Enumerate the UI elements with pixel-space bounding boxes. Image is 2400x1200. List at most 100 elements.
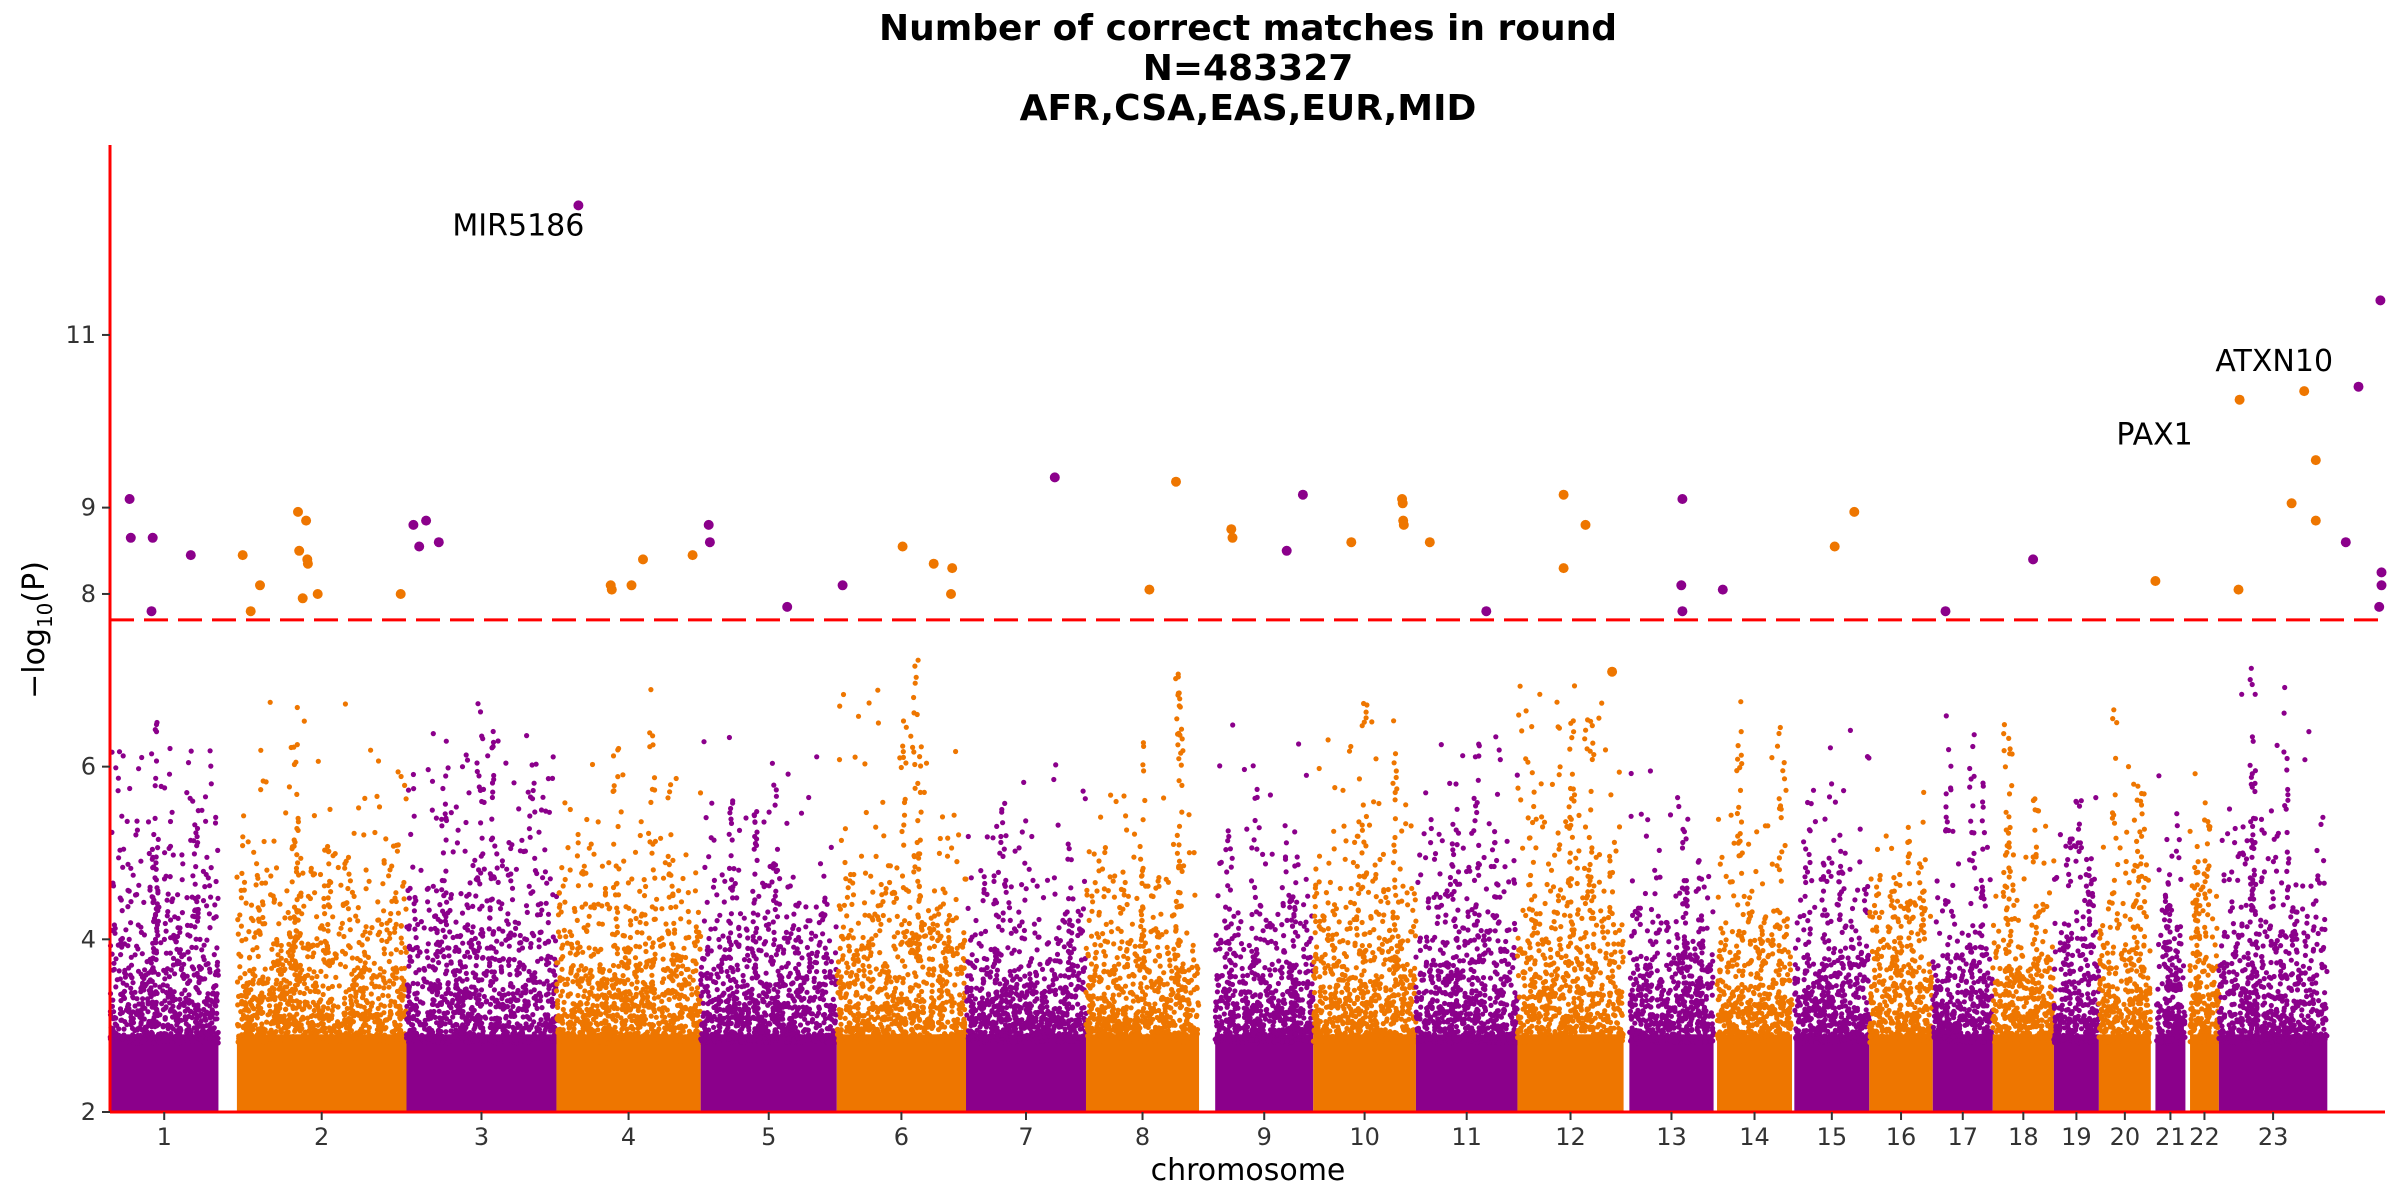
data-point	[794, 975, 800, 982]
data-point	[410, 864, 416, 870]
data-point	[804, 976, 810, 982]
data-point	[641, 877, 647, 883]
data-point	[562, 876, 568, 883]
data-point	[902, 963, 908, 969]
data-point	[651, 1037, 658, 1043]
data-point	[698, 993, 704, 999]
data-point	[203, 818, 209, 824]
data-point	[298, 855, 304, 861]
data-point	[495, 879, 501, 886]
data-point	[149, 978, 155, 985]
data-point	[382, 1026, 388, 1032]
data-point	[508, 930, 514, 936]
data-point	[614, 905, 620, 911]
data-point	[166, 771, 173, 777]
data-point	[140, 996, 146, 1002]
data-point	[118, 952, 124, 958]
data-point	[443, 738, 449, 744]
data-point	[149, 1024, 155, 1030]
data-point	[212, 902, 218, 908]
data-point	[809, 1019, 815, 1025]
data-point	[401, 965, 408, 971]
data-point	[167, 987, 173, 993]
data-point	[666, 871, 672, 877]
data-point	[660, 956, 666, 962]
data-point	[711, 1024, 717, 1030]
data-point	[119, 908, 125, 914]
data-point	[780, 950, 787, 956]
data-point	[533, 761, 539, 767]
data-point	[405, 787, 412, 793]
data-point	[375, 899, 381, 905]
data-point	[646, 830, 652, 837]
data-point	[581, 993, 587, 1000]
data-point	[806, 794, 812, 801]
data-point	[621, 963, 627, 969]
data-point	[246, 955, 253, 961]
data-point	[769, 760, 776, 766]
data-point	[444, 962, 450, 968]
data-point	[406, 984, 412, 990]
data-point	[753, 842, 760, 849]
data-point	[651, 995, 658, 1001]
data-point	[691, 1020, 697, 1026]
data-point	[639, 911, 645, 917]
data-point	[355, 918, 361, 924]
data-point	[186, 992, 192, 998]
data-point	[714, 987, 720, 993]
data-point	[513, 925, 519, 932]
data-point	[135, 968, 142, 974]
data-point	[629, 981, 635, 987]
data-point	[187, 795, 193, 801]
data-point	[363, 985, 369, 991]
data-point	[701, 739, 707, 745]
data-point	[271, 838, 277, 844]
data-point	[278, 955, 284, 961]
data-point	[516, 970, 523, 976]
data-point	[175, 933, 181, 940]
data-point	[546, 809, 553, 815]
data-point	[207, 883, 213, 889]
data-point	[177, 950, 183, 956]
data-point	[520, 1031, 526, 1037]
chromosome-4-base	[556, 1034, 701, 1112]
data-point	[243, 936, 249, 942]
data-point	[239, 1001, 246, 1007]
data-point	[150, 940, 156, 946]
data-point	[335, 864, 341, 871]
data-point	[694, 934, 701, 940]
data-point	[295, 860, 301, 866]
data-point	[372, 829, 378, 836]
data-point	[730, 990, 736, 997]
data-point	[492, 843, 498, 849]
data-point	[490, 728, 496, 735]
data-point	[671, 920, 677, 927]
data-point	[428, 981, 434, 987]
data-point	[569, 932, 575, 939]
data-point	[281, 977, 287, 983]
data-point	[651, 916, 657, 923]
data-point	[734, 962, 740, 968]
data-point	[598, 1020, 605, 1026]
data-point	[444, 899, 450, 905]
data-point	[675, 964, 681, 970]
data-point	[751, 1034, 757, 1040]
data-point	[167, 818, 174, 825]
data-point	[151, 864, 157, 870]
data-point	[557, 902, 563, 908]
data-point	[207, 748, 213, 754]
data-point	[803, 924, 809, 930]
data-point	[952, 982, 958, 988]
data-point	[200, 1026, 206, 1032]
data-point	[149, 751, 155, 757]
data-point	[443, 1034, 449, 1040]
data-point	[641, 893, 648, 899]
data-point	[671, 1029, 677, 1035]
data-point	[322, 938, 328, 945]
data-point	[440, 927, 446, 934]
data-point	[447, 929, 453, 935]
data-point	[313, 980, 319, 986]
data-point	[393, 890, 399, 896]
data-point	[191, 838, 197, 844]
